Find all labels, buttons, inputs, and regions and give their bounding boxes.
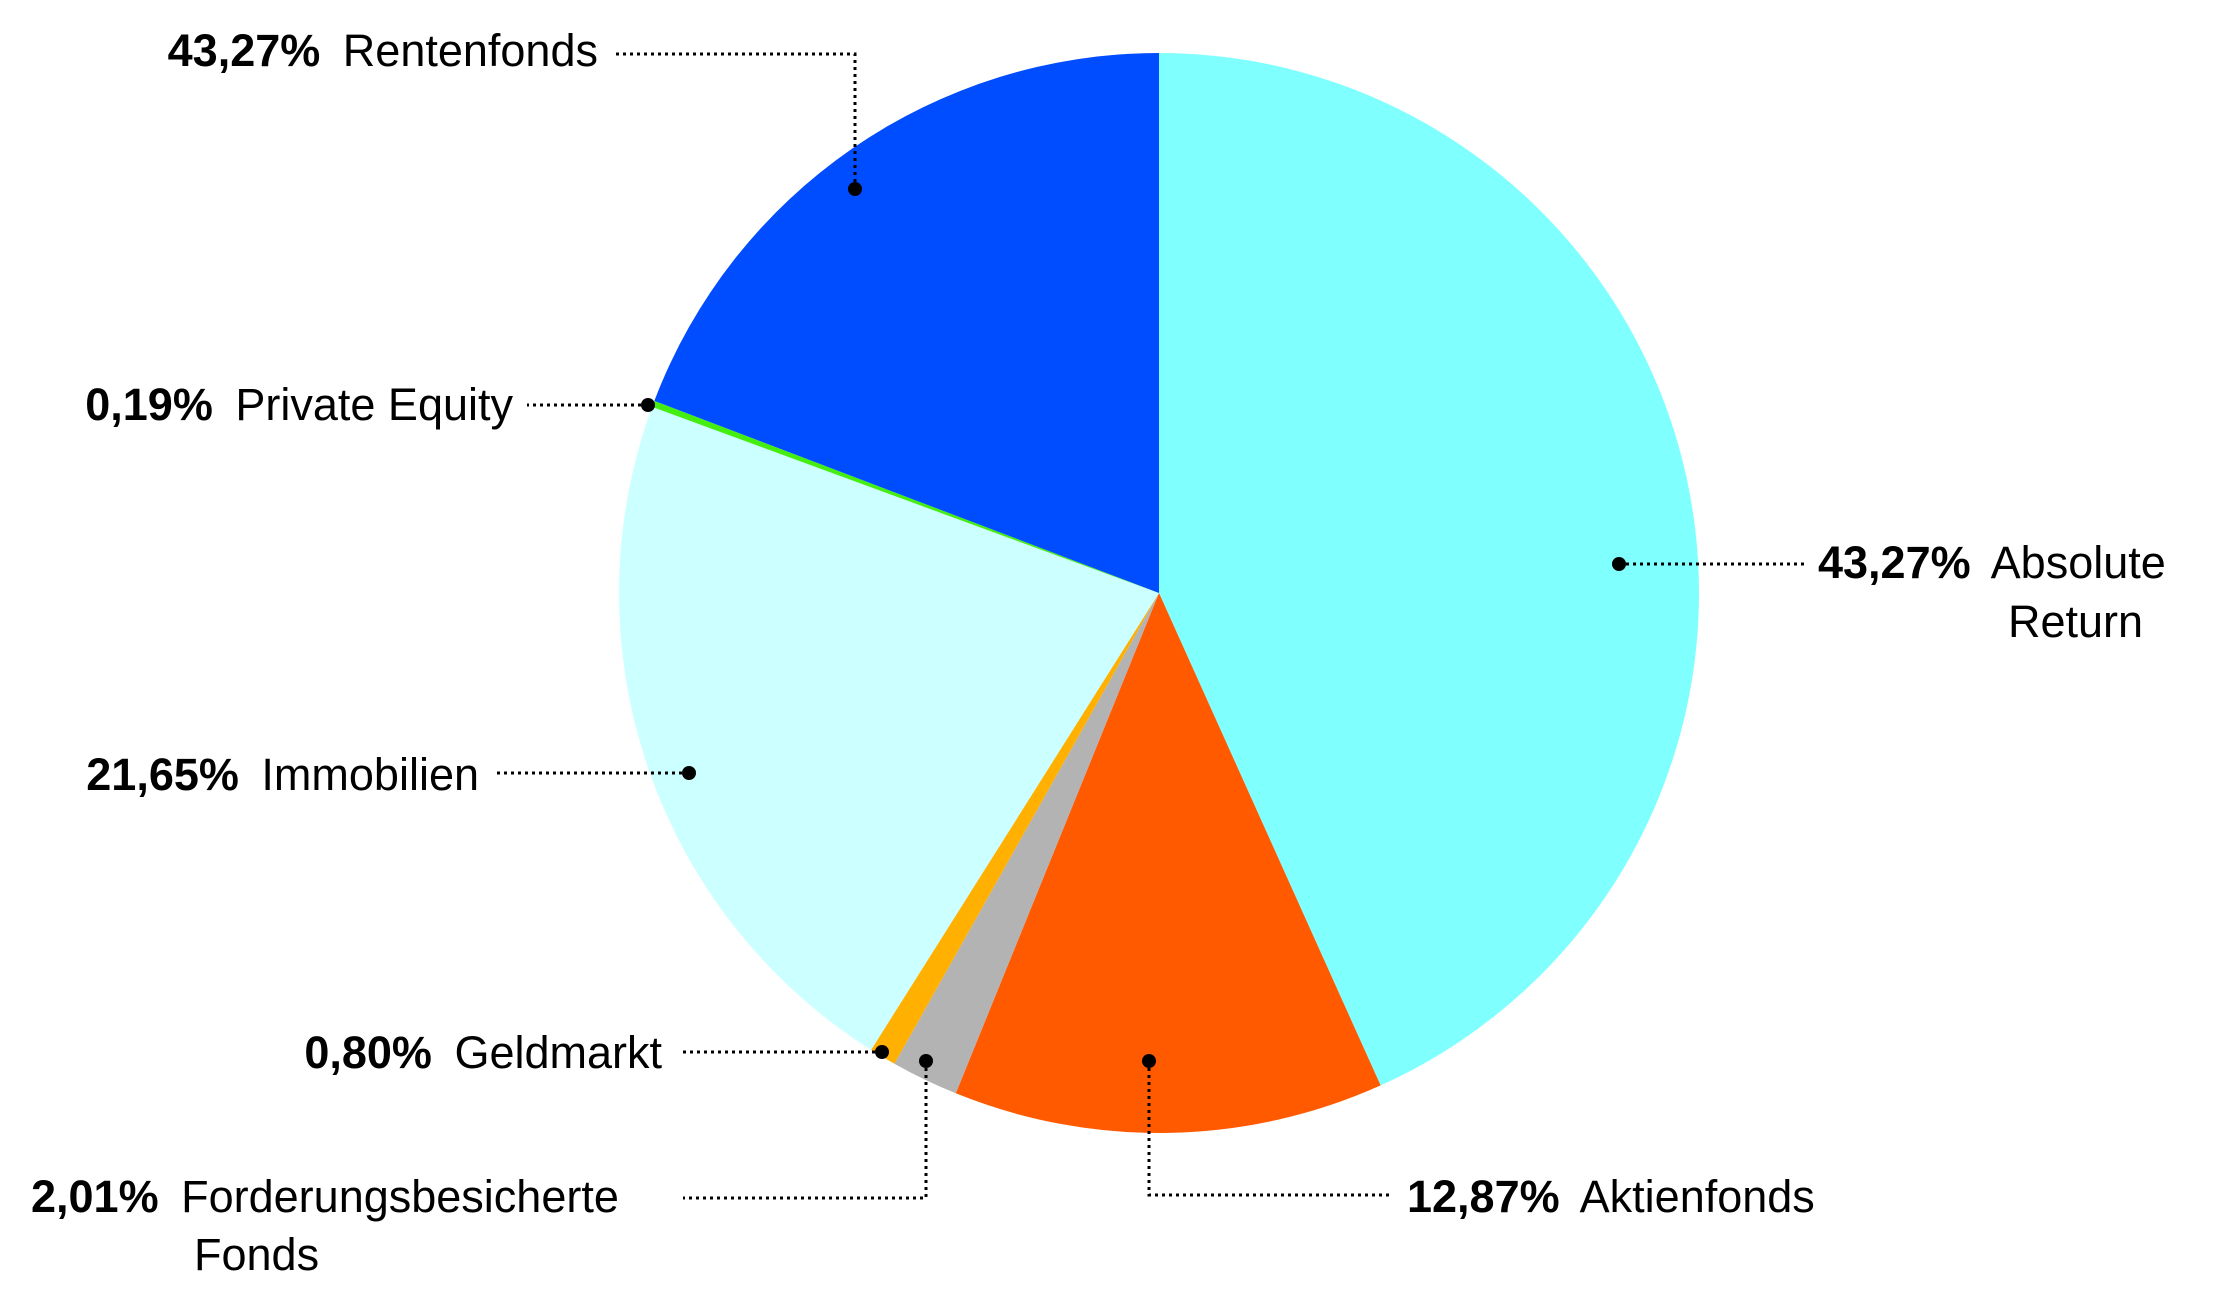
pie-slice-immobilien: [618, 406, 1159, 1050]
label-name: Private Equity: [235, 379, 513, 430]
label-percent: 0,19%: [85, 379, 213, 430]
data-label-immobilien: 21,65% Immobilien: [86, 749, 479, 800]
leader-dot-absolute-return: [1612, 557, 1626, 571]
label-percent: 43,27%: [1818, 537, 1971, 588]
pie-slice-geldmarkt: [871, 593, 1159, 1064]
leader-dot-forderungsbesicherte-fonds: [919, 1054, 933, 1068]
label-name: Absolute: [1991, 537, 2166, 588]
label-percent: 21,65%: [86, 749, 239, 800]
data-labels: 43,27% Absolute Return 12,87% Aktienfond…: [31, 25, 2178, 1280]
label-percent: 0,80%: [304, 1027, 432, 1078]
data-label-private-equity: 0,19% Private Equity: [85, 379, 513, 430]
pie-slice-private-equity: [652, 400, 1159, 593]
leader-dot-private-equity: [641, 398, 655, 412]
label-name: Aktienfonds: [1580, 1171, 1815, 1222]
leader-lines: [493, 52, 1804, 1200]
leader-dots: [641, 182, 1626, 1068]
data-label-aktienfonds: 12,87% Aktienfonds: [1407, 1171, 1815, 1222]
leader-dot-geldmarkt: [875, 1045, 889, 1059]
leader-line-aktienfonds: [1147, 1061, 1390, 1197]
leader-dot-immobilien: [682, 766, 696, 780]
label-name: Rentenfonds: [343, 25, 598, 76]
leader-line-rentenfonds: [614, 52, 857, 189]
pie-slices: [618, 53, 1700, 1134]
pie-slice-absolute-return: [1159, 53, 1700, 1086]
label-percent: 43,27%: [168, 25, 321, 76]
label-percent: 2,01%: [31, 1171, 159, 1222]
pie-slice-aktienfonds: [955, 593, 1381, 1134]
label-percent: 12,87%: [1407, 1171, 1560, 1222]
data-label-rentenfonds: 43,27% Rentenfonds: [168, 25, 598, 76]
data-label-absolute-return: 43,27% Absolute Return: [1818, 537, 2178, 647]
data-label-geldmarkt: 0,80% Geldmarkt: [304, 1027, 662, 1078]
leader-line-forderungsbesicherte-fonds: [683, 1061, 928, 1200]
label-name: Immobilien: [261, 749, 479, 800]
pie-slice-forderungsbesicherte-fonds: [894, 593, 1159, 1094]
label-name-line2: Fonds: [194, 1229, 319, 1280]
leader-dot-rentenfonds: [848, 182, 862, 196]
label-name: Forderungsbesicherte: [181, 1171, 619, 1222]
data-label-forderungsbesicherte-fonds: 2,01% Forderungsbesicherte Fonds: [31, 1171, 631, 1280]
label-name-line2: Return: [2008, 596, 2143, 647]
pie-slice-rentenfonds: [654, 53, 1159, 593]
leader-dot-aktienfonds: [1142, 1054, 1156, 1068]
label-name: Geldmarkt: [454, 1027, 662, 1078]
